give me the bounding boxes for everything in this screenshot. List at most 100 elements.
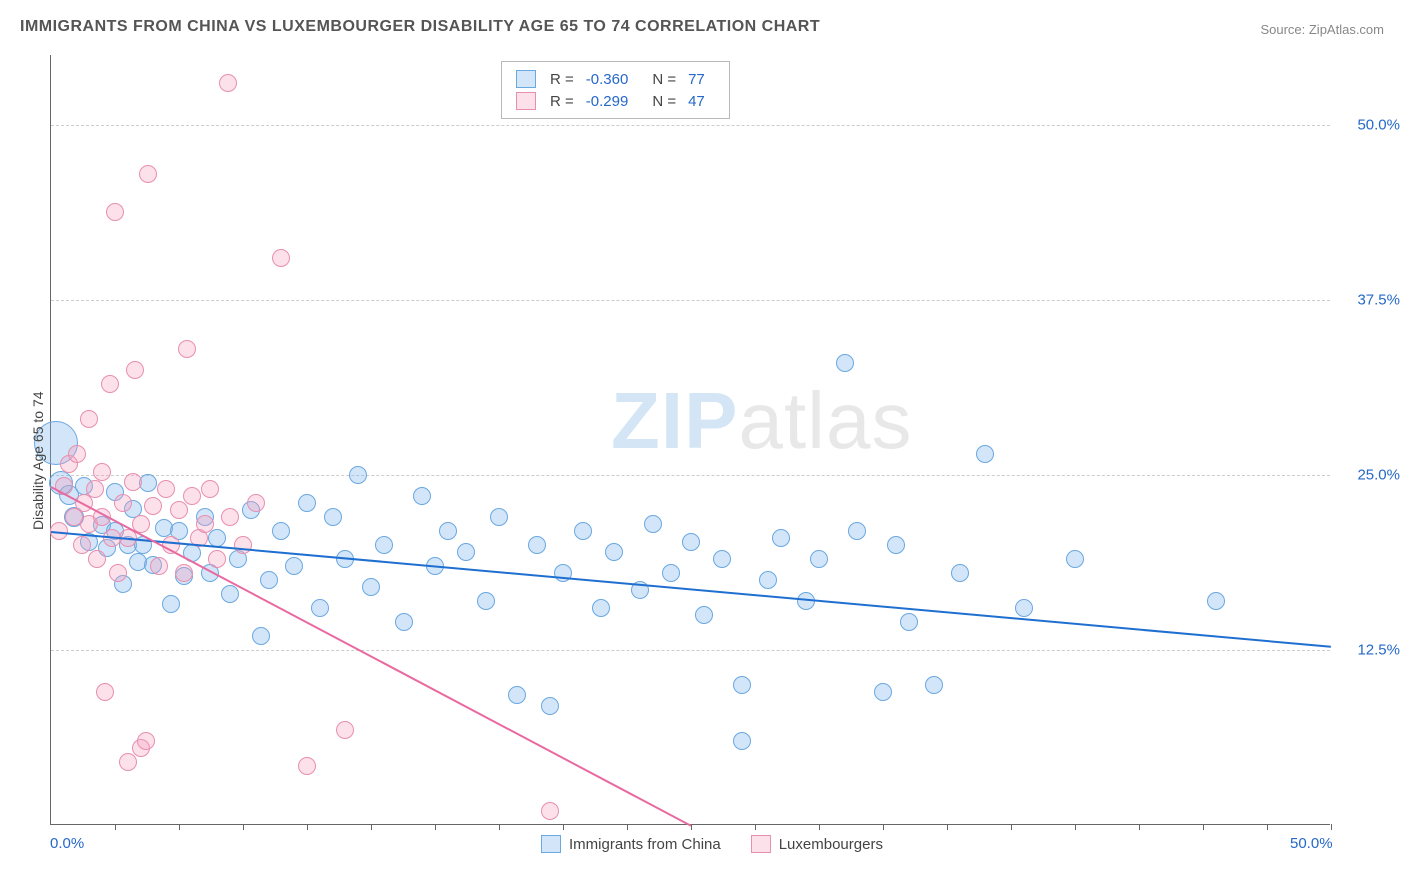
x-tick bbox=[1203, 824, 1204, 830]
scatter-point bbox=[80, 410, 98, 428]
scatter-point bbox=[119, 753, 137, 771]
source-attribution: Source: ZipAtlas.com bbox=[1260, 22, 1384, 37]
legend-swatch bbox=[541, 835, 561, 853]
scatter-point bbox=[285, 557, 303, 575]
x-tick bbox=[1011, 824, 1012, 830]
scatter-point bbox=[900, 613, 918, 631]
scatter-point bbox=[413, 487, 431, 505]
y-tick-label: 50.0% bbox=[1340, 117, 1400, 134]
scatter-point bbox=[395, 613, 413, 631]
scatter-point bbox=[175, 564, 193, 582]
scatter-point bbox=[349, 466, 367, 484]
x-tick bbox=[1331, 824, 1332, 830]
scatter-point bbox=[150, 557, 168, 575]
scatter-point bbox=[234, 536, 252, 554]
stat-n-value: 77 bbox=[688, 71, 705, 88]
scatter-point bbox=[1015, 599, 1033, 617]
source-link[interactable]: ZipAtlas.com bbox=[1309, 22, 1384, 37]
scatter-point bbox=[196, 515, 214, 533]
stat-n-label: N = bbox=[652, 71, 676, 88]
scatter-point bbox=[810, 550, 828, 568]
gridline-h bbox=[51, 125, 1330, 126]
stat-r-value: -0.360 bbox=[586, 71, 629, 88]
scatter-point bbox=[644, 515, 662, 533]
x-tick bbox=[819, 824, 820, 830]
scatter-point bbox=[874, 683, 892, 701]
x-tick bbox=[1075, 824, 1076, 830]
scatter-point bbox=[126, 361, 144, 379]
y-tick-label: 12.5% bbox=[1340, 642, 1400, 659]
scatter-point bbox=[457, 543, 475, 561]
scatter-point bbox=[759, 571, 777, 589]
legend-swatch bbox=[516, 92, 536, 110]
scatter-point bbox=[733, 676, 751, 694]
stat-r-label: R = bbox=[550, 93, 574, 110]
plot-area: ZIPatlas 12.5%25.0%37.5%50.0%R =-0.360N … bbox=[50, 55, 1330, 825]
scatter-point bbox=[170, 501, 188, 519]
source-prefix: Source: bbox=[1260, 22, 1308, 37]
scatter-point bbox=[272, 522, 290, 540]
x-tick bbox=[1139, 824, 1140, 830]
legend-label: Luxembourgers bbox=[779, 836, 883, 853]
scatter-point bbox=[68, 445, 86, 463]
scatter-point bbox=[272, 249, 290, 267]
legend-label: Immigrants from China bbox=[569, 836, 721, 853]
scatter-point bbox=[260, 571, 278, 589]
x-tick bbox=[627, 824, 628, 830]
scatter-point bbox=[490, 508, 508, 526]
scatter-point bbox=[605, 543, 623, 561]
scatter-point bbox=[733, 732, 751, 750]
scatter-point bbox=[592, 599, 610, 617]
scatter-point bbox=[311, 599, 329, 617]
scatter-point bbox=[336, 721, 354, 739]
stat-n-label: N = bbox=[652, 93, 676, 110]
legend-item: Immigrants from China bbox=[541, 835, 721, 853]
scatter-point bbox=[252, 627, 270, 645]
scatter-point bbox=[477, 592, 495, 610]
x-tick bbox=[947, 824, 948, 830]
scatter-point bbox=[221, 508, 239, 526]
stat-r-value: -0.299 bbox=[586, 93, 629, 110]
scatter-point bbox=[925, 676, 943, 694]
y-tick-label: 37.5% bbox=[1340, 292, 1400, 309]
y-axis-label: Disability Age 65 to 74 bbox=[30, 391, 46, 530]
scatter-point bbox=[574, 522, 592, 540]
scatter-point bbox=[375, 536, 393, 554]
scatter-point bbox=[178, 340, 196, 358]
scatter-point bbox=[247, 494, 265, 512]
x-tick bbox=[1267, 824, 1268, 830]
scatter-point bbox=[362, 578, 380, 596]
legend-swatch bbox=[751, 835, 771, 853]
x-tick-label: 50.0% bbox=[1290, 835, 1333, 852]
watermark-atlas: atlas bbox=[738, 376, 912, 465]
scatter-point bbox=[298, 757, 316, 775]
scatter-point bbox=[219, 74, 237, 92]
watermark: ZIPatlas bbox=[611, 375, 912, 467]
chart-title: IMMIGRANTS FROM CHINA VS LUXEMBOURGER DI… bbox=[20, 18, 820, 36]
scatter-point bbox=[682, 533, 700, 551]
gridline-h bbox=[51, 475, 1330, 476]
legend-item: Luxembourgers bbox=[751, 835, 883, 853]
x-tick bbox=[499, 824, 500, 830]
stats-row: R =-0.299N =47 bbox=[516, 90, 715, 112]
scatter-point bbox=[114, 494, 132, 512]
scatter-point bbox=[298, 494, 316, 512]
trend-line bbox=[51, 486, 692, 827]
scatter-point bbox=[106, 203, 124, 221]
scatter-point bbox=[695, 606, 713, 624]
x-tick bbox=[179, 824, 180, 830]
scatter-point bbox=[508, 686, 526, 704]
scatter-point bbox=[1066, 550, 1084, 568]
scatter-point bbox=[848, 522, 866, 540]
scatter-point bbox=[951, 564, 969, 582]
scatter-point bbox=[208, 529, 226, 547]
stats-legend: R =-0.360N =77R =-0.299N =47 bbox=[501, 61, 730, 119]
scatter-point bbox=[439, 522, 457, 540]
scatter-point bbox=[162, 595, 180, 613]
gridline-h bbox=[51, 300, 1330, 301]
stat-r-label: R = bbox=[550, 71, 574, 88]
scatter-point bbox=[144, 497, 162, 515]
scatter-point bbox=[93, 463, 111, 481]
scatter-point bbox=[124, 473, 142, 491]
watermark-zip: ZIP bbox=[611, 376, 738, 465]
